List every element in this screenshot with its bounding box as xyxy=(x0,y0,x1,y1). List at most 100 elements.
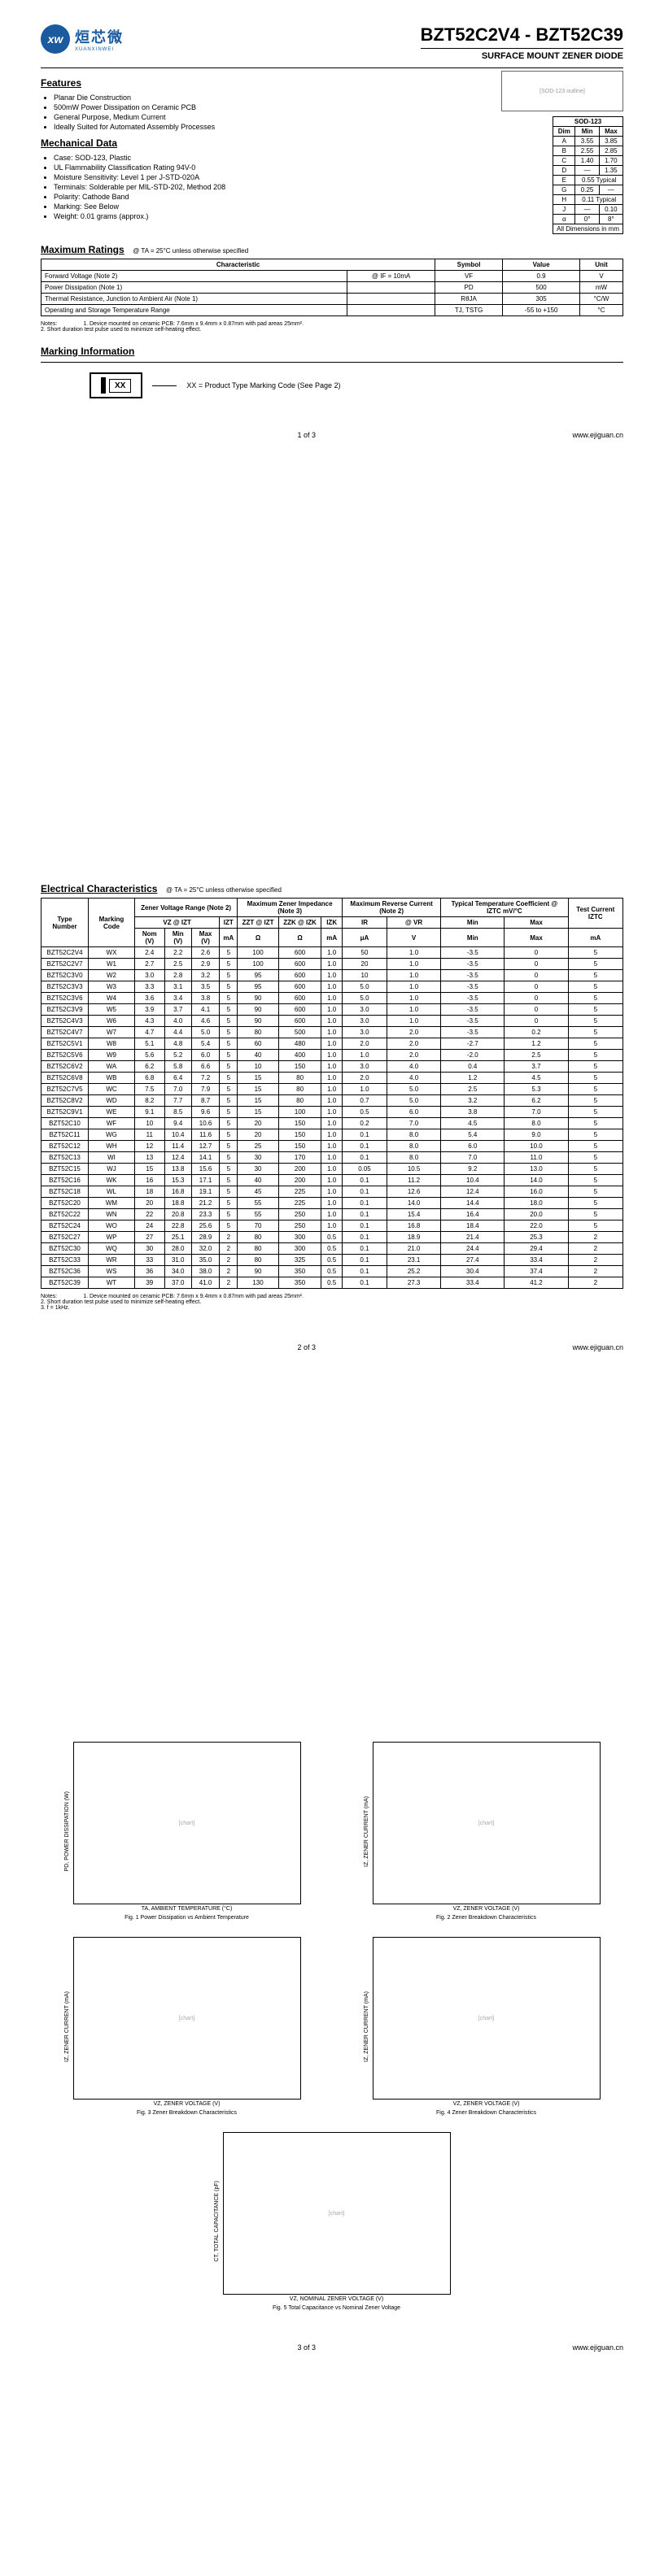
graph-caption: Fig. 1 Power Dissipation vs Ambient Temp… xyxy=(124,1915,249,1921)
sub-min: Min xyxy=(441,917,505,929)
mech-heading: Mechanical Data xyxy=(41,137,379,149)
elec-unit-header: Nom (V) xyxy=(134,929,164,947)
sod-row: E0.55 Typical xyxy=(553,176,623,185)
sod-row: H0.11 Typical xyxy=(553,195,623,205)
elec-unit-header: mA xyxy=(568,929,622,947)
elec-row: BZT52C39WT3937.041.021303500.50.127.333.… xyxy=(42,1277,623,1289)
elec-row: BZT52C22WN2220.823.35552501.00.115.416.4… xyxy=(42,1209,623,1221)
elec-unit-header: V xyxy=(387,929,440,947)
mech-list: Case: SOD-123, PlasticUL Flammability Cl… xyxy=(41,154,379,220)
elec-unit-header: mA xyxy=(321,929,343,947)
graph-xlabel: VZ, ZENER VOLTAGE (V) xyxy=(154,2101,221,2107)
page-header: xw 烜芯微 XUANXINWEI BZT52C2V4 - BZT52C39 S… xyxy=(41,24,623,61)
elec-row: BZT52C6V2WA6.25.86.65101501.03.04.00.43.… xyxy=(42,1061,623,1073)
elec-unit-header: μA xyxy=(342,929,387,947)
elec-row: BZT52C24WO2422.825.65702501.00.116.818.4… xyxy=(42,1221,623,1232)
max-header: Characteristic xyxy=(42,259,435,271)
elec-row: BZT52C4V3W64.34.04.65906001.03.01.0-3.50… xyxy=(42,1016,623,1027)
notes-label: Notes: xyxy=(41,321,57,327)
page-num: 1 of 3 xyxy=(297,431,316,439)
graph-ylabel: IZ, ZENER CURRENT (mA) xyxy=(64,1991,70,2062)
elec-row: BZT52C27WP2725.128.92803000.50.118.921.4… xyxy=(42,1232,623,1243)
graph-ylabel: CT, TOTAL CAPACITANCE (pF) xyxy=(214,2181,220,2261)
doc-title: BZT52C2V4 - BZT52C39 xyxy=(421,24,623,46)
elec-unit-header: Max xyxy=(505,929,568,947)
mech-item: Polarity: Cathode Band xyxy=(54,193,379,201)
elec-row: BZT52C9V1WE9.18.59.65151001.00.56.03.87.… xyxy=(42,1107,623,1118)
col-mark: Marking Code xyxy=(89,899,135,947)
elec-row: BZT52C36WS3634.038.02903500.50.125.230.4… xyxy=(42,1266,623,1277)
mech-item: Weight: 0.01 grams (approx.) xyxy=(54,212,379,220)
elec-unit-header: mA xyxy=(220,929,238,947)
elec-row: BZT52C11WG1110.411.65201501.00.18.05.49.… xyxy=(42,1129,623,1141)
sod-row: α0°8° xyxy=(553,215,623,224)
sod-row: B2.552.85 xyxy=(553,146,623,156)
max-row: Thermal Resistance, Junction to Ambient … xyxy=(42,294,623,305)
max-row: Forward Voltage (Note 2)@ IF = 10mAVF0.9… xyxy=(42,271,623,282)
footer-url: www.ejiguan.cn xyxy=(572,431,623,439)
sod-footer: All Dimensions in mm xyxy=(553,224,623,234)
mech-item: Case: SOD-123, Plastic xyxy=(54,154,379,162)
sod-row: C1.401.70 xyxy=(553,156,623,166)
elec-unit-header: Ω xyxy=(278,929,321,947)
elec-row: BZT52C10WF109.410.65201501.00.27.04.58.0… xyxy=(42,1118,623,1129)
graph-xlabel: VZ, ZENER VOLTAGE (V) xyxy=(453,1906,520,1912)
marking-heading: Marking Information xyxy=(41,346,623,357)
elec-unit-header: Min xyxy=(441,929,505,947)
sod-title: SOD-123 xyxy=(553,117,623,127)
max-row: Power Dissipation (Note 1)PD500mW xyxy=(42,282,623,294)
graph-plot: [chart] xyxy=(373,1742,601,1904)
graph-ylabel: PD, POWER DISSIPATION (W) xyxy=(64,1791,70,1872)
sub-izt: IZT xyxy=(220,917,238,929)
logo-icon: xw xyxy=(41,24,70,54)
page-1: xw 烜芯微 XUANXINWEI BZT52C2V4 - BZT52C39 S… xyxy=(0,0,664,859)
graph-5: CT, TOTAL CAPACITANCE (pF) [chart] VZ, N… xyxy=(41,2132,623,2311)
elec-row: BZT52C5V1W85.14.85.45604801.02.02.0-2.71… xyxy=(42,1038,623,1050)
graph-caption: Fig. 5 Total Capacitance vs Nominal Zene… xyxy=(273,2305,400,2311)
max-cond: @ TA = 25°C unless otherwise specified xyxy=(133,247,248,255)
elec-unit-header: Max (V) xyxy=(191,929,220,947)
graph-3: IZ, ZENER CURRENT (mA) [chart] VZ, ZENER… xyxy=(41,1937,324,2116)
features-list: Planar Die Construction500mW Power Dissi… xyxy=(41,94,379,131)
page-num-2: 2 of 3 xyxy=(297,1343,316,1351)
elec-row: BZT52C7V5WC7.57.07.9515801.01.05.02.55.3… xyxy=(42,1084,623,1095)
sub-vr: @ VR xyxy=(387,917,440,929)
sod-row: G0.25— xyxy=(553,185,623,195)
feature-item: Planar Die Construction xyxy=(54,94,379,102)
sod-header: Max xyxy=(599,127,622,137)
marking-diagram: XX XX = Product Type Marking Code (See P… xyxy=(90,372,623,398)
max-header: Symbol xyxy=(435,259,503,271)
graph-plot: [chart] xyxy=(223,2132,451,2295)
graph-plot: [chart] xyxy=(373,1937,601,2100)
marking-code-box: XX xyxy=(109,379,131,393)
col-mrc: Maximum Reverse Current (Note 2) xyxy=(342,899,440,917)
graph-plot: [chart] xyxy=(73,1742,301,1904)
package-outline-diagram: [SOD-123 outline] xyxy=(501,71,623,111)
graph-xlabel: TA, AMBIENT TEMPERATURE (°C) xyxy=(142,1906,233,1912)
elec-unit-header: Min (V) xyxy=(164,929,191,947)
elec-row: BZT52C6V8WB6.86.47.2515801.02.04.01.24.5… xyxy=(42,1073,623,1084)
elec-row: BZT52C3V3W33.33.13.55956001.05.01.0-3.50… xyxy=(42,981,623,993)
title-area: BZT52C2V4 - BZT52C39 SURFACE MOUNT ZENER… xyxy=(421,24,623,61)
graph-ylabel: IZ, ZENER CURRENT (mA) xyxy=(364,1796,369,1867)
sub-max: Max xyxy=(505,917,568,929)
graph-4: IZ, ZENER CURRENT (mA) [chart] VZ, ZENER… xyxy=(340,1937,623,2116)
elec-table: Type Number Marking Code Zener Voltage R… xyxy=(41,898,623,1289)
sub-vz: VZ @ IZT xyxy=(134,917,219,929)
graph-xlabel: VZ, NOMINAL ZENER VOLTAGE (V) xyxy=(290,2296,383,2302)
mech-item: Marking: See Below xyxy=(54,202,379,211)
features-heading: Features xyxy=(41,77,379,89)
doc-subtitle: SURFACE MOUNT ZENER DIODE xyxy=(421,51,623,61)
max-ratings-heading: Maximum Ratings xyxy=(41,244,124,255)
page-footer-2: 2 of 3 www.ejiguan.cn xyxy=(41,1335,623,1351)
elec-row: BZT52C15WJ1513.815.65302001.00.0510.59.2… xyxy=(42,1164,623,1175)
elec-row: BZT52C16WK1615.317.15402001.00.111.210.4… xyxy=(42,1175,623,1186)
elec-row: BZT52C3V6W43.63.43.85906001.05.01.0-3.50… xyxy=(42,993,623,1004)
sub-izk: IZK xyxy=(321,917,343,929)
elec-notes: Notes: 1. Device mounted on ceramic PCB:… xyxy=(41,1294,623,1311)
sub-zzt: ZZT @ IZT xyxy=(238,917,279,929)
elec-row: BZT52C8V2WD8.27.78.7515801.00.75.03.26.2… xyxy=(42,1095,623,1107)
max-header: Unit xyxy=(580,259,623,271)
sod-header: Dim xyxy=(553,127,575,137)
sub-ir: IR xyxy=(342,917,387,929)
